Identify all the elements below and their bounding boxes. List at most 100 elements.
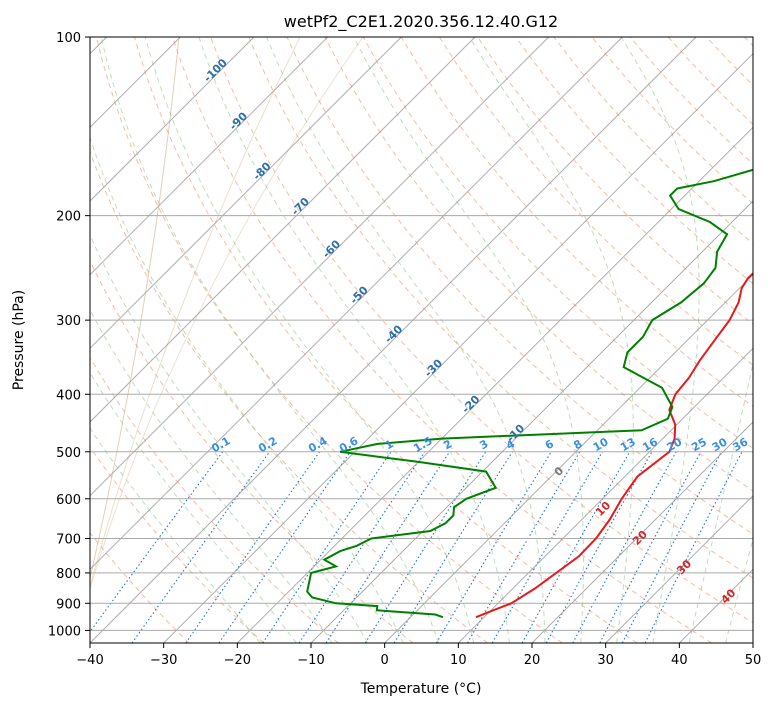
mixing-ratio-line bbox=[644, 451, 743, 643]
mixing-ratio-label: 6 bbox=[543, 437, 556, 452]
y-tick-label: 100 bbox=[56, 31, 81, 46]
isotherm bbox=[163, 52, 753, 643]
moist-adiabat-label: 20 bbox=[630, 528, 650, 548]
dry-adiabat bbox=[362, 37, 753, 450]
isotherm bbox=[236, 126, 753, 643]
moist-adiabat bbox=[90, 233, 369, 643]
y-axis-label: Pressure (hPa) bbox=[11, 290, 27, 390]
dry-adiabat bbox=[400, 37, 753, 408]
isotherm bbox=[752, 642, 753, 643]
dry-adiabat bbox=[90, 446, 264, 643]
series-lines bbox=[306, 168, 753, 619]
isotherm bbox=[90, 37, 329, 276]
isotherm-label: -100 bbox=[201, 56, 230, 85]
isotherm bbox=[90, 37, 623, 571]
mixing-ratio-line bbox=[185, 451, 321, 643]
x-axis: −40 −30 −20 −10 0 10 20 30 40 50 bbox=[76, 643, 761, 668]
y-axis: 100 200 300 400 500 600 700 800 900 1000 bbox=[48, 31, 90, 639]
background-lines bbox=[90, 37, 753, 643]
y-tick-label: 700 bbox=[56, 533, 81, 548]
isotherm bbox=[90, 37, 697, 643]
moist-adiabat bbox=[353, 37, 584, 643]
mixing-ratio-line bbox=[325, 451, 451, 643]
dry-adiabat bbox=[133, 37, 638, 643]
mixing-ratio-line bbox=[262, 451, 392, 643]
moist-adiabat bbox=[725, 537, 753, 643]
dry-adiabat bbox=[90, 150, 488, 643]
moist-adiabat bbox=[620, 37, 700, 643]
isotherm bbox=[384, 273, 753, 643]
isotherm-label: -60 bbox=[320, 237, 343, 260]
mixing-ratio-line bbox=[521, 451, 631, 643]
moist-adiabat bbox=[90, 427, 261, 643]
isotherm bbox=[678, 568, 753, 643]
mixing-ratio-line bbox=[599, 451, 702, 643]
moist-adiabat bbox=[266, 37, 546, 643]
y-tick-label: 200 bbox=[56, 210, 81, 225]
moist-adiabat bbox=[468, 37, 634, 643]
isotherm bbox=[90, 37, 402, 350]
x-tick-label: −20 bbox=[224, 653, 251, 668]
grid bbox=[90, 37, 753, 643]
dry-adiabat bbox=[515, 37, 753, 285]
isotherm bbox=[90, 37, 476, 423]
x-tick-label: 40 bbox=[671, 653, 688, 668]
mixing-ratio-line bbox=[572, 451, 677, 643]
y-tick-label: 600 bbox=[56, 493, 81, 508]
x-axis-label: Temperature (°C) bbox=[360, 681, 482, 697]
x-tick-label: 30 bbox=[597, 653, 614, 668]
mixing-ratio-line bbox=[298, 451, 426, 643]
mixing-ratio-line bbox=[218, 451, 351, 643]
y-tick-label: 500 bbox=[56, 446, 81, 461]
dry-adiabat bbox=[90, 532, 190, 643]
temperature-line bbox=[475, 272, 753, 619]
isotherm bbox=[90, 37, 550, 497]
mixing-ratio-line bbox=[364, 451, 487, 643]
x-tick-label: 20 bbox=[524, 653, 541, 668]
isotherm bbox=[531, 421, 753, 643]
isotherm bbox=[605, 494, 753, 643]
y-tick-label: 300 bbox=[56, 314, 81, 329]
moist-adiabat bbox=[90, 308, 333, 643]
isotherm bbox=[90, 37, 255, 202]
x-tick-label: 10 bbox=[450, 653, 467, 668]
dry-adiabat bbox=[210, 37, 753, 624]
dry-adiabat bbox=[90, 259, 414, 643]
y-tick-label: 400 bbox=[56, 388, 81, 403]
mixing-ratio-label: 2 bbox=[441, 437, 454, 452]
x-tick-label: −10 bbox=[297, 653, 324, 668]
isotherm-label: -20 bbox=[459, 393, 482, 416]
dry-adiabat bbox=[90, 356, 339, 643]
plot-frame bbox=[89, 36, 754, 644]
dry-adiabat bbox=[248, 37, 753, 579]
x-tick-label: −30 bbox=[150, 653, 177, 668]
dry-adiabat bbox=[553, 37, 753, 245]
y-tick-label: 1000 bbox=[48, 624, 81, 639]
mixing-ratio-line bbox=[131, 451, 271, 643]
mixing-ratio-label: 3 bbox=[477, 437, 490, 452]
reference-curve bbox=[90, 37, 364, 591]
mixing-ratio-line bbox=[435, 451, 552, 643]
x-tick-label: −40 bbox=[76, 653, 103, 668]
x-tick-label: 50 bbox=[745, 653, 762, 668]
isotherm-label: -70 bbox=[289, 195, 312, 218]
dry-adiabat bbox=[667, 37, 753, 126]
isotherm bbox=[310, 200, 753, 643]
dry-adiabat bbox=[705, 37, 753, 86]
reference-curve bbox=[90, 37, 180, 581]
moist-adiabat bbox=[688, 360, 753, 643]
reference-curve bbox=[90, 37, 301, 588]
moist-adiabat bbox=[144, 37, 475, 643]
chart-title: wetPf2_C2E1.2020.356.12.40.G12 bbox=[284, 12, 558, 32]
y-tick-label: 900 bbox=[56, 597, 81, 612]
isotherm-label: -30 bbox=[422, 356, 445, 379]
mixing-ratio-line bbox=[90, 451, 224, 633]
moist-adiabat bbox=[90, 371, 297, 643]
isotherm bbox=[457, 347, 753, 643]
dry-adiabat bbox=[477, 37, 753, 325]
x-tick-label: 0 bbox=[381, 653, 389, 668]
moist-adiabat bbox=[90, 136, 404, 643]
dry-adiabat bbox=[591, 37, 753, 205]
mixing-ratio-line bbox=[545, 451, 653, 643]
